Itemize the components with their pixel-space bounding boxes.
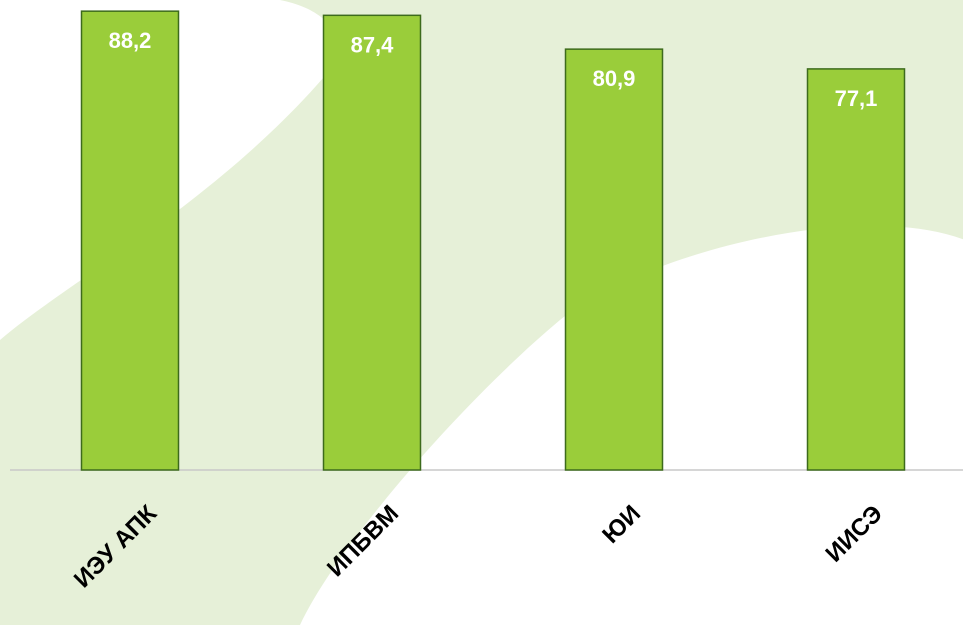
category-label-4: ИИСЭ bbox=[821, 500, 889, 568]
bar-3 bbox=[564, 48, 664, 471]
bar-1 bbox=[80, 10, 180, 471]
bars-layer bbox=[80, 10, 906, 471]
category-label-3: ЮИ bbox=[597, 500, 646, 549]
value-label-4: 77,1 bbox=[835, 86, 878, 111]
value-labels-layer: 88,2 87,4 80,9 77,1 bbox=[109, 28, 878, 111]
value-label-2: 87,4 bbox=[351, 32, 395, 57]
bar-4 bbox=[806, 68, 906, 471]
value-label-3: 80,9 bbox=[593, 66, 636, 91]
value-label-1: 88,2 bbox=[109, 28, 152, 53]
bar-2 bbox=[322, 14, 422, 471]
